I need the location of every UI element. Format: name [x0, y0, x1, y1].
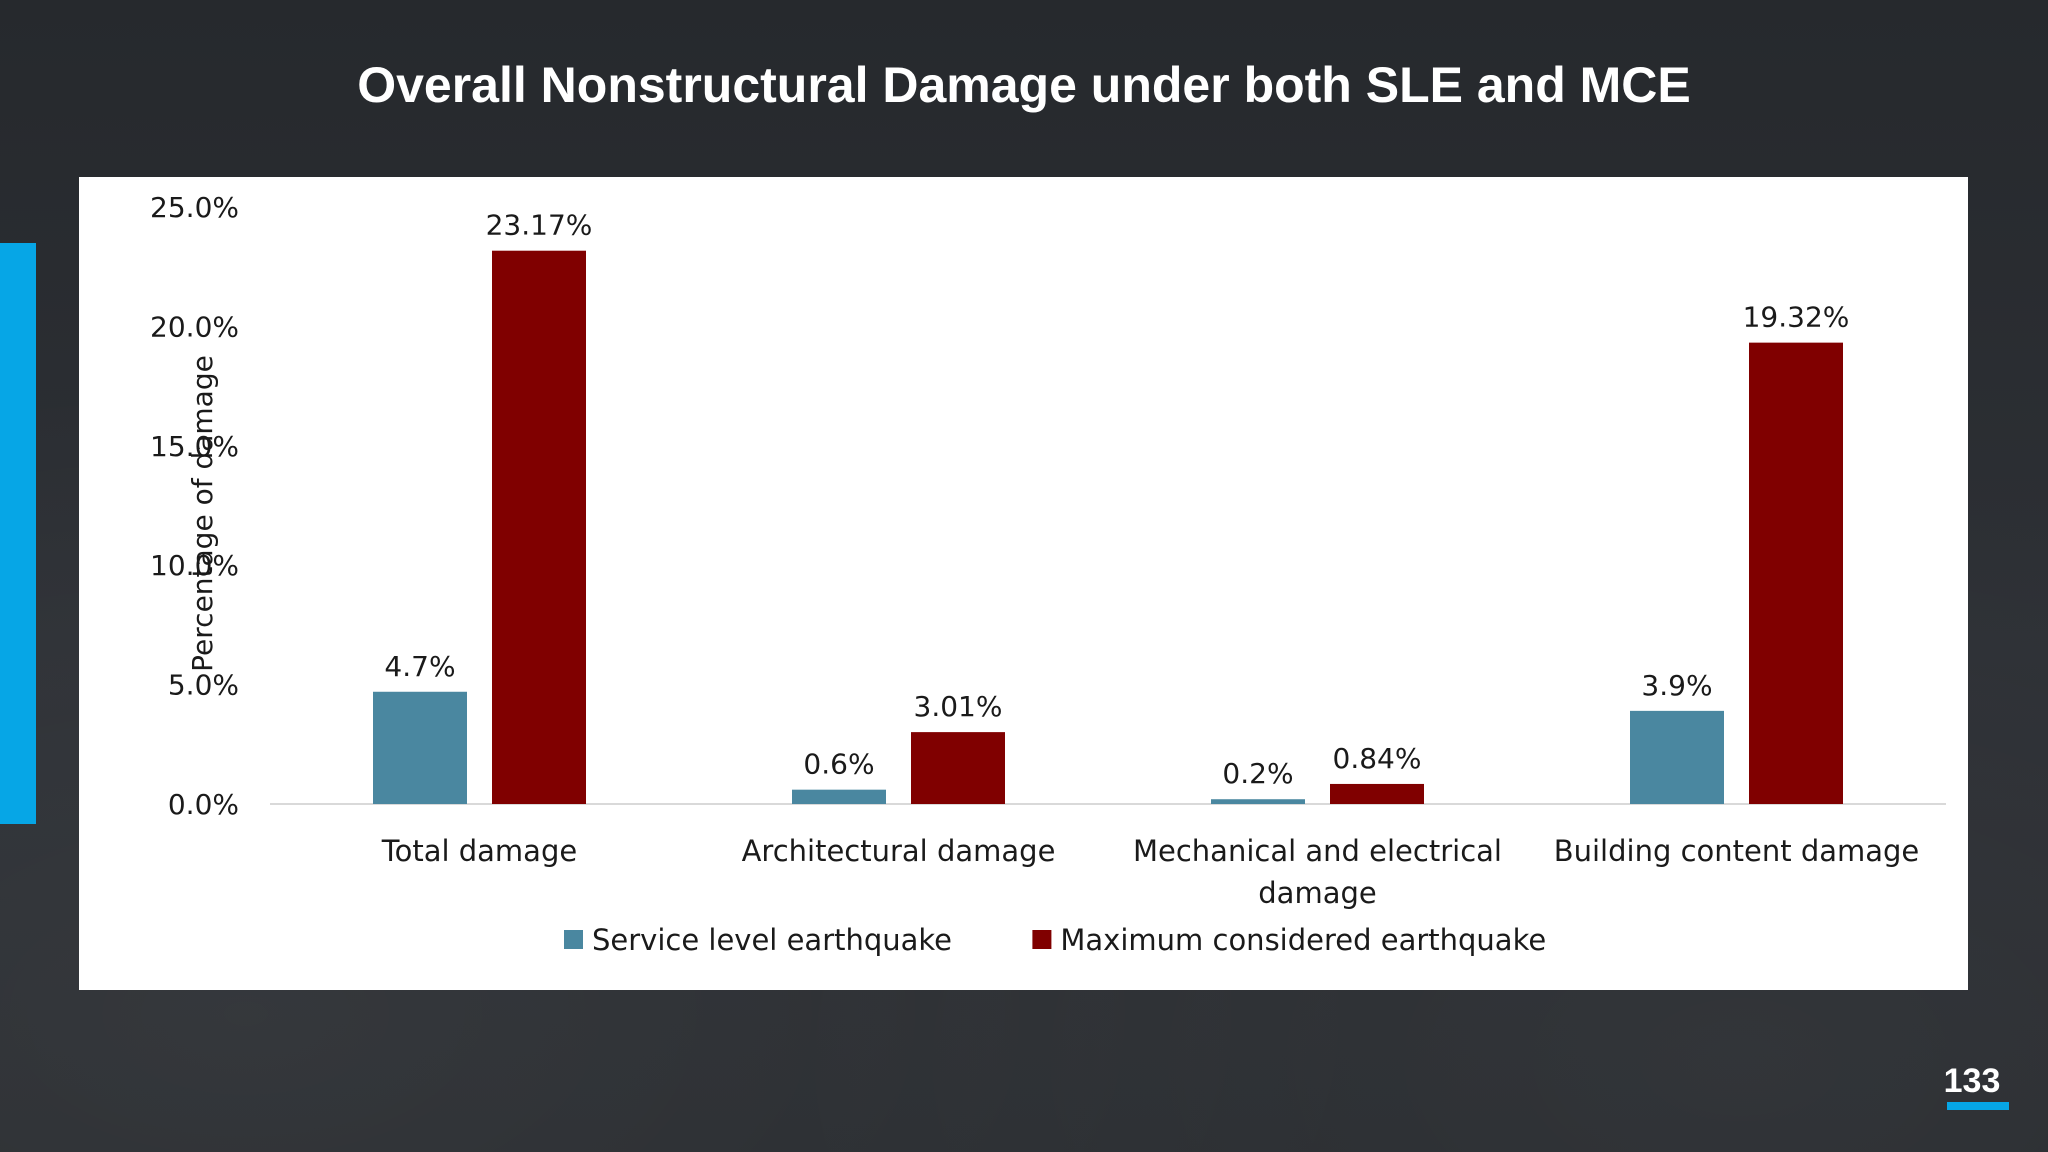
bar-sle: [1211, 799, 1305, 804]
y-tick-label: 15.0%: [150, 430, 239, 463]
data-label: 4.7%: [384, 650, 455, 683]
data-label: 3.01%: [914, 690, 1003, 723]
legend-swatch: [564, 930, 583, 949]
data-label: 19.32%: [1743, 301, 1850, 334]
x-category-label: Architectural damage: [742, 834, 1056, 868]
bar-chart: 0.0% 5.0% 10.0% 15.0% 20.0% 25.0% Percentage o…: [150, 191, 1946, 957]
y-tick-label: 5.0%: [168, 669, 239, 702]
legend-label: Service level earthquake: [592, 923, 952, 957]
bar-sle: [373, 691, 467, 804]
y-tick-label: 0.0%: [168, 788, 239, 821]
y-tick-label: 10.0%: [150, 549, 239, 582]
data-label: 0.84%: [1333, 742, 1422, 775]
bar-mce: [911, 732, 1005, 804]
data-label: 0.2%: [1222, 757, 1293, 790]
x-category-label: Total damage: [381, 834, 577, 868]
page-number-underline: [1947, 1102, 2009, 1110]
data-label: 3.9%: [1641, 669, 1712, 702]
bar-sle: [792, 789, 886, 804]
bar-mce: [1330, 783, 1424, 804]
y-axis-title: Percentage of damage: [186, 355, 219, 672]
x-category-label: Building content damage: [1554, 834, 1920, 868]
legend-label: Maximum considered earthquake: [1060, 923, 1546, 957]
y-tick-label: 25.0%: [150, 191, 239, 224]
x-category-label: Mechanical and electrical: [1133, 834, 1502, 868]
bar-sle: [1630, 710, 1724, 804]
slide-title: Overall Nonstructural Damage under both …: [357, 57, 1691, 113]
bar-mce: [1749, 342, 1843, 804]
accent-bar: [0, 243, 36, 824]
page-number: 133: [1943, 1062, 2001, 1100]
data-label: 0.6%: [803, 748, 874, 781]
chart-panel: 0.0% 5.0% 10.0% 15.0% 20.0% 25.0% Percentage o…: [79, 177, 1968, 990]
y-tick-label: 20.0%: [150, 310, 239, 343]
x-category-label: damage: [1258, 876, 1376, 910]
bar-mce: [492, 250, 586, 804]
data-label: 23.17%: [486, 209, 593, 242]
legend-swatch: [1032, 930, 1052, 949]
